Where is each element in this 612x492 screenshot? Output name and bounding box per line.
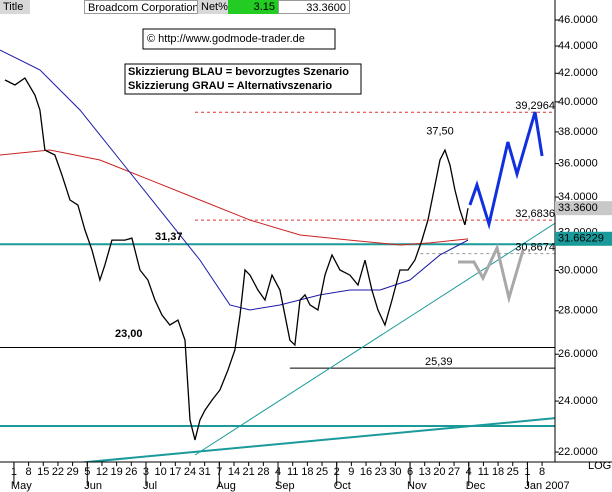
x-tick-label: 18 bbox=[492, 466, 504, 478]
x-tick-label: 9 bbox=[348, 466, 354, 478]
peak-label: 37,50 bbox=[426, 126, 454, 138]
y-tick-label: 34.0000 bbox=[558, 191, 598, 203]
y-tick-label: 46.0000 bbox=[558, 14, 598, 26]
y-tick-label: 22.0000 bbox=[558, 446, 598, 458]
x-tick-label: 10 bbox=[155, 466, 167, 478]
price-marker-label: 31.66229 bbox=[558, 233, 604, 245]
note-box bbox=[142, 28, 336, 50]
trendline bbox=[194, 222, 555, 456]
x-tick-label: 28 bbox=[257, 466, 269, 478]
month-label: Jul bbox=[143, 480, 157, 492]
header-cell: 3.15 bbox=[228, 0, 278, 14]
x-tick-label: 12 bbox=[96, 466, 108, 478]
axis-note: LOG bbox=[588, 460, 611, 472]
month-label: Dec bbox=[466, 480, 486, 492]
series-line bbox=[0, 49, 469, 311]
level-label: 23,00 bbox=[115, 328, 143, 340]
y-tick-label: 26.0000 bbox=[558, 348, 598, 360]
x-tick-label: 13 bbox=[419, 466, 431, 478]
month-label: Sep bbox=[275, 480, 295, 492]
series-line bbox=[0, 149, 469, 246]
month-label: Jan 2007 bbox=[524, 480, 569, 492]
price-marker bbox=[555, 201, 612, 216]
y-tick-label: 40.0000 bbox=[558, 96, 598, 108]
x-tick-label: 20 bbox=[433, 466, 445, 478]
level-label: 39,2964 bbox=[515, 100, 555, 112]
x-tick-label: 15 bbox=[37, 466, 49, 478]
y-tick-label: 38.0000 bbox=[558, 126, 598, 138]
level-label: 30,8674 bbox=[515, 242, 555, 254]
price-marker-label: 33.3600 bbox=[558, 202, 598, 214]
level-label: 31,37 bbox=[155, 231, 183, 243]
month-label: Jun bbox=[84, 480, 102, 492]
month-label: Oct bbox=[334, 480, 351, 492]
x-tick-label: 27 bbox=[448, 466, 460, 478]
x-tick-label: 16 bbox=[360, 466, 372, 478]
header-cell: Title bbox=[0, 0, 30, 14]
x-tick-label: 31 bbox=[199, 466, 211, 478]
x-tick-label: 11 bbox=[287, 466, 298, 478]
x-tick-label: 14 bbox=[228, 466, 240, 478]
month-label: Nov bbox=[407, 480, 427, 492]
x-tick-label: 26 bbox=[125, 466, 137, 478]
level-label: 32,6836 bbox=[515, 208, 555, 220]
y-tick-label: 28.0000 bbox=[558, 305, 598, 317]
y-tick-label: 36.0000 bbox=[558, 157, 598, 169]
x-tick-label: 18 bbox=[301, 466, 313, 478]
month-label: May bbox=[11, 480, 32, 492]
x-tick-label: 22 bbox=[52, 466, 64, 478]
series-line bbox=[468, 111, 544, 230]
x-tick-label: 25 bbox=[316, 466, 328, 478]
x-tick-label: 25 bbox=[507, 466, 519, 478]
x-tick-label: 29 bbox=[66, 466, 78, 478]
note: Skizzierung GRAU = Alternativszenario bbox=[128, 80, 332, 92]
x-tick-label: 11 bbox=[478, 466, 489, 478]
x-tick-label: 17 bbox=[169, 466, 181, 478]
y-tick-label: 44.0000 bbox=[558, 40, 598, 52]
plot-area bbox=[0, 49, 555, 462]
month-label: Aug bbox=[216, 480, 236, 492]
note: © http://www.godmode-trader.de bbox=[147, 33, 305, 45]
y-tick-label: 30.0000 bbox=[558, 264, 598, 276]
x-tick-label: 24 bbox=[184, 466, 196, 478]
note: Skizzierung BLAU = bevorzugtes Szenario bbox=[128, 66, 349, 78]
x-tick-label: 19 bbox=[111, 466, 123, 478]
x-tick-label: 23 bbox=[375, 466, 387, 478]
header-cell: Net% bbox=[198, 0, 228, 14]
header-cell: Broadcom Corporation bbox=[84, 0, 198, 14]
x-tick-label: 8 bbox=[26, 466, 32, 478]
x-tick-label: 21 bbox=[243, 466, 255, 478]
y-tick-label: 42.0000 bbox=[558, 67, 598, 79]
note-box bbox=[124, 63, 362, 95]
y-tick-label: 24.0000 bbox=[558, 395, 598, 407]
x-tick-label: 30 bbox=[389, 466, 401, 478]
series-line bbox=[4, 77, 469, 441]
header-cell: 33.3600 bbox=[278, 0, 350, 14]
level-label: 25,39 bbox=[425, 356, 453, 368]
series-line bbox=[458, 243, 525, 304]
price-marker bbox=[555, 231, 612, 246]
x-tick-label: 8 bbox=[539, 466, 545, 478]
